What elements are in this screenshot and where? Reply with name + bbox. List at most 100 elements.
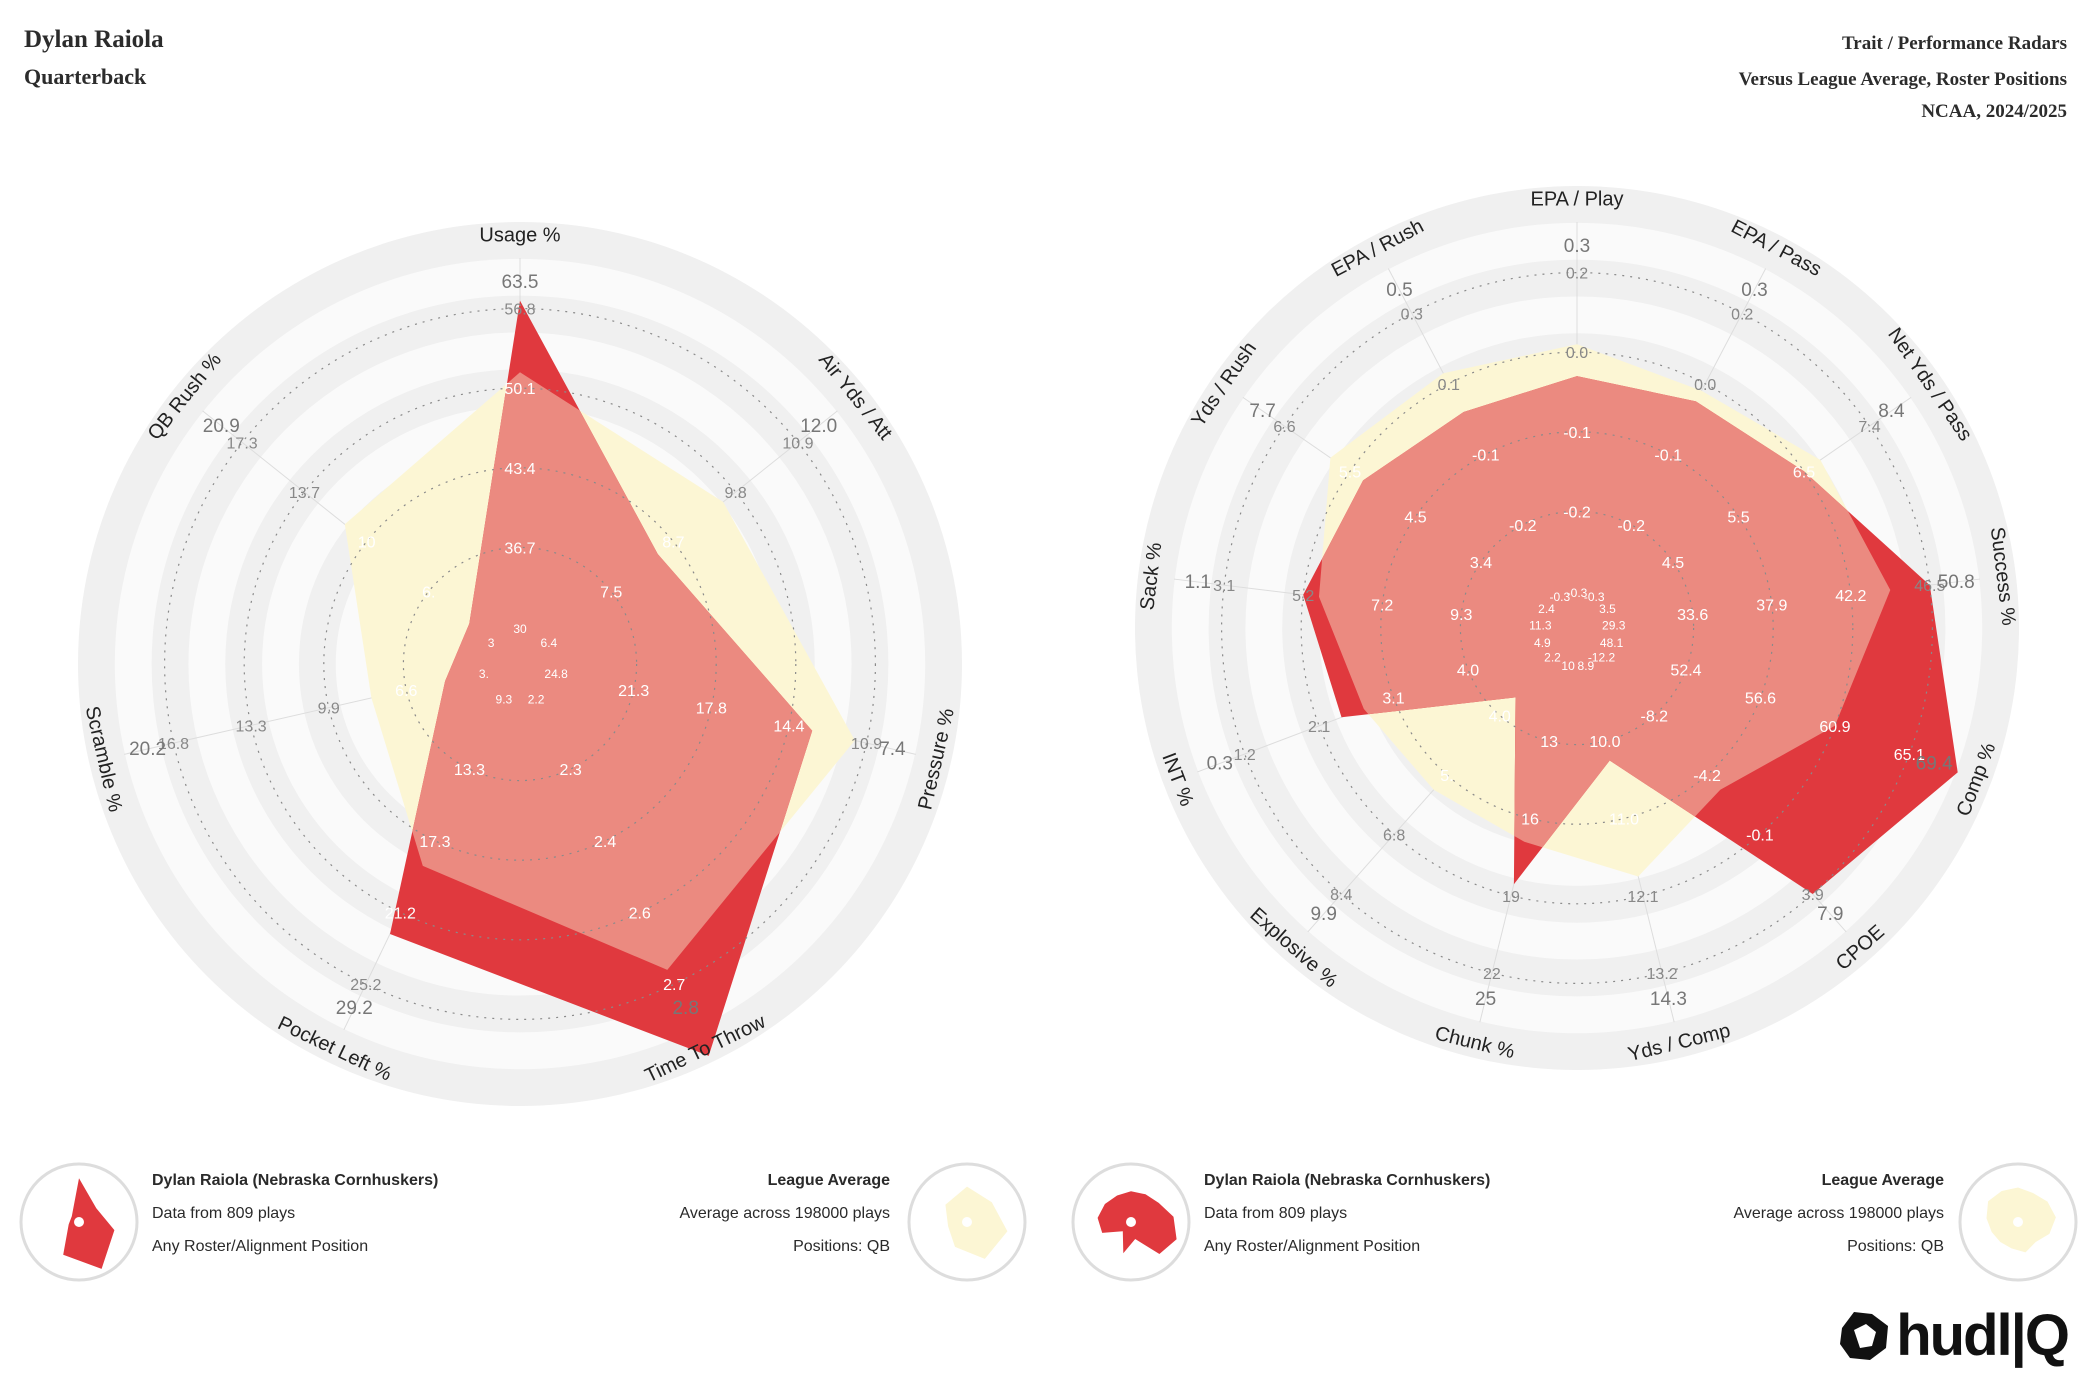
radar-gridline (1300, 351, 1854, 905)
radar-gridline (323, 467, 717, 861)
tick-label: 2.1 (1308, 719, 1330, 736)
tick-label: 10 (358, 535, 376, 552)
tick-label: 4.5 (1662, 555, 1684, 572)
radar-gridline (164, 308, 876, 1020)
tick-label: 2.7 (663, 977, 685, 994)
radar-gridline (1459, 510, 1695, 746)
tick-label: 50.8 (1938, 572, 1975, 593)
tick-label: 17.3 (227, 435, 258, 452)
tick-label: 13.3 (236, 718, 267, 735)
tick-label: 7.4 (879, 739, 906, 760)
tick-label: 56.6 (1745, 691, 1776, 708)
season-label: NCAA, 2024/2025 (1921, 101, 2067, 122)
tick-label: 14.3 (1650, 989, 1687, 1010)
tick-label: -0.2 (1617, 518, 1645, 535)
tick-label: 29.3 (1602, 619, 1626, 633)
tick-label: 6.6 (1273, 419, 1295, 436)
tick-label: 5.2 (1292, 588, 1314, 605)
tick-label: 2.4 (594, 834, 616, 851)
tick-label: 2.8 (672, 998, 698, 1019)
axis-label: EPA / Play (1530, 188, 1623, 210)
tick-label: 20.9 (203, 416, 240, 437)
tick-label: 2.2 (528, 692, 545, 706)
tick-label: 3.9 (1802, 887, 1824, 904)
tick-label: 56.8 (504, 302, 535, 319)
overlap-polygon (390, 372, 813, 970)
tick-label: 29.2 (336, 998, 373, 1019)
tick-label: 33.6 (1677, 607, 1708, 624)
legend-league-2: League Average Average across 198000 pla… (1733, 1164, 1944, 1263)
tick-label: 7.2 (1371, 597, 1393, 614)
chart-subtitle: Versus League Average, Roster Positions (1738, 69, 2067, 90)
tick-label: 8.9 (1578, 659, 1595, 673)
player-position: Quarterback (24, 64, 147, 89)
chart-title: Trait / Performance Radars (1842, 33, 2067, 54)
tick-label: 2.4 (1538, 602, 1555, 616)
legend-league-title: League Average (767, 1172, 890, 1189)
legend-league-positions: Positions: QB (1847, 1238, 1944, 1255)
legend-player-plays: Data from 809 plays (152, 1205, 296, 1222)
tick-label: 0.0 (1566, 345, 1588, 362)
tick-label: 0.3 (1564, 236, 1590, 257)
tick-label: 43.4 (504, 461, 535, 478)
tick-label: 19 (1502, 889, 1520, 906)
tick-label: 12.0 (800, 416, 837, 437)
tick-label: -0.1 (1472, 447, 1500, 464)
tick-label: 11.0 (1609, 812, 1639, 829)
tick-label: -0.1 (1563, 425, 1591, 442)
tick-label: 6.4 (541, 636, 558, 650)
legend-player-plays: Data from 809 plays (1204, 1205, 1348, 1222)
tick-label: 63.5 (502, 272, 539, 293)
tick-label: 2.2 (1544, 651, 1561, 665)
tick-label: 2.6 (629, 906, 651, 923)
tick-label: 25.2 (350, 977, 381, 994)
tick-label: 9.3 (496, 692, 513, 706)
tick-label: 13.7 (289, 485, 320, 502)
hudl-logo: hudl|Q (1836, 1302, 2070, 1369)
tick-label: 9.9 (318, 701, 340, 718)
legend-league-1: League Average Average across 198000 pla… (679, 1164, 890, 1263)
tick-label: 50.1 (504, 381, 535, 398)
tick-label: 4.0 (1457, 662, 1479, 679)
tick-label: -0.1 (1746, 827, 1774, 844)
tick-label: 25 (1475, 989, 1496, 1010)
tick-label: 9.8 (724, 485, 746, 502)
tick-label: 1.2 (1234, 747, 1256, 764)
tick-label: 8.4 (1878, 401, 1905, 422)
tick-label: 21.2 (385, 906, 416, 923)
radar-gridline (1380, 431, 1774, 825)
radar-chart-1: 30 36.7 43.4 50.1 56.8 63.5 Usage % 6.4 7.5 8.7 9.… (78, 222, 962, 1106)
legend-player-2: Dylan Raiola (Nebraska Cornhuskers) Data… (1204, 1164, 1490, 1263)
radar-gridline (402, 546, 638, 782)
legend-league-icon (1958, 1162, 2078, 1282)
tick-label: 0.1 (1438, 377, 1460, 394)
tick-label: 30 (513, 622, 527, 636)
tick-label: 0.2 (1566, 266, 1588, 283)
tick-label: 0.3 (1741, 280, 1767, 301)
hudl-mark-icon (1840, 1311, 1889, 1360)
tick-label: 8.7 (662, 535, 684, 552)
tick-label: 3.1 (1213, 578, 1235, 595)
tick-label: 12.1 (1627, 889, 1658, 906)
tick-label: 6.6 (395, 683, 417, 700)
axis-label: Usage % (479, 224, 560, 246)
tick-label: 20.2 (129, 739, 166, 760)
hudl-logo-text: hudl|Q (1896, 1303, 2070, 1368)
tick-label: 1.1 (1185, 572, 1211, 593)
tick-label: 7.4 (1858, 419, 1880, 436)
radar-gridline (243, 387, 797, 941)
legend-player-title: Dylan Raiola (Nebraska Cornhuskers) (1204, 1172, 1491, 1189)
tick-label: 3 (488, 636, 495, 650)
tick-label: -12.2 (1588, 651, 1616, 665)
tick-label: 8.4 (1330, 887, 1352, 904)
tick-label: 0.5 (1386, 280, 1412, 301)
tick-label: -0.3 (1584, 590, 1605, 604)
tick-label: 13.2 (1647, 966, 1678, 983)
legend-player-1: Dylan Raiola (Nebraska Cornhuskers) Data… (152, 1164, 438, 1263)
tick-label: 21.3 (618, 683, 649, 700)
legend-league-title: League Average (1821, 1172, 1944, 1189)
tick-label: -0.3 (1567, 586, 1588, 600)
tick-label: 5. (1440, 768, 1453, 785)
tick-label: 48.1 (1600, 636, 1624, 650)
tick-label: 0.2 (1731, 306, 1753, 323)
